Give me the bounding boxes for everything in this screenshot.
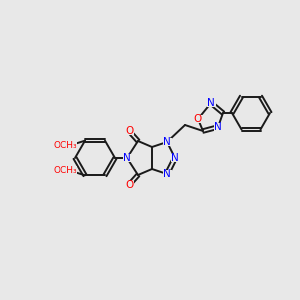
- FancyBboxPatch shape: [163, 138, 172, 146]
- Text: N: N: [163, 169, 171, 179]
- Text: N: N: [163, 137, 171, 147]
- Text: O: O: [194, 114, 202, 124]
- FancyBboxPatch shape: [124, 181, 134, 189]
- FancyBboxPatch shape: [170, 154, 179, 162]
- FancyBboxPatch shape: [53, 141, 77, 150]
- Text: OCH₃: OCH₃: [53, 141, 77, 150]
- FancyBboxPatch shape: [206, 99, 215, 107]
- Text: N: N: [123, 153, 131, 163]
- Text: N: N: [207, 98, 215, 108]
- FancyBboxPatch shape: [53, 166, 77, 175]
- Text: N: N: [214, 122, 222, 132]
- Text: OCH₃: OCH₃: [53, 166, 77, 175]
- FancyBboxPatch shape: [122, 154, 131, 162]
- FancyBboxPatch shape: [124, 127, 134, 135]
- Text: O: O: [125, 126, 133, 136]
- Text: O: O: [125, 180, 133, 190]
- Text: N: N: [171, 153, 179, 163]
- FancyBboxPatch shape: [214, 123, 223, 131]
- FancyBboxPatch shape: [163, 170, 172, 178]
- FancyBboxPatch shape: [194, 115, 202, 123]
